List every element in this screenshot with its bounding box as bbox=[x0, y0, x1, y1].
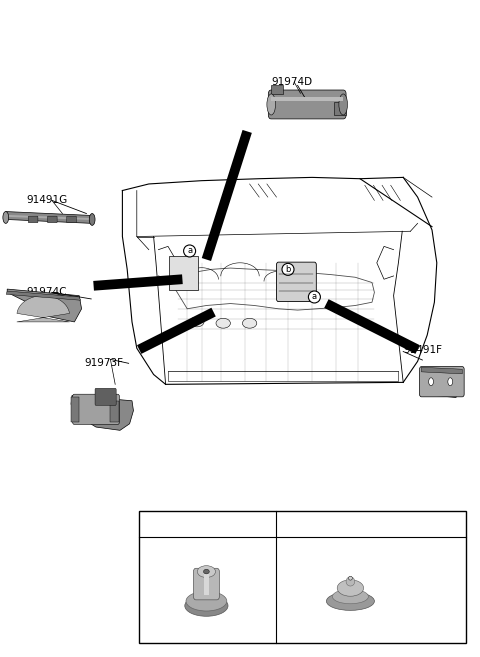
Ellipse shape bbox=[3, 212, 9, 223]
Polygon shape bbox=[421, 367, 462, 374]
Ellipse shape bbox=[267, 94, 276, 115]
Text: 91974D: 91974D bbox=[271, 77, 312, 87]
Text: a: a bbox=[150, 525, 156, 534]
Polygon shape bbox=[71, 397, 79, 422]
Ellipse shape bbox=[337, 579, 364, 597]
FancyBboxPatch shape bbox=[67, 216, 76, 223]
Ellipse shape bbox=[190, 317, 204, 327]
Text: a: a bbox=[312, 292, 317, 302]
Polygon shape bbox=[6, 212, 92, 223]
Text: 91491G: 91491G bbox=[26, 195, 68, 206]
Text: 91973F: 91973F bbox=[84, 357, 123, 368]
Polygon shape bbox=[334, 102, 346, 115]
Polygon shape bbox=[421, 371, 463, 397]
FancyBboxPatch shape bbox=[169, 256, 198, 290]
Polygon shape bbox=[71, 396, 133, 430]
Ellipse shape bbox=[185, 595, 228, 616]
Polygon shape bbox=[271, 85, 283, 94]
Text: a: a bbox=[187, 246, 192, 256]
FancyBboxPatch shape bbox=[193, 568, 219, 600]
Ellipse shape bbox=[348, 576, 352, 580]
FancyBboxPatch shape bbox=[28, 216, 38, 223]
Ellipse shape bbox=[204, 569, 209, 574]
Text: 91491F: 91491F bbox=[403, 344, 442, 355]
Text: 91492: 91492 bbox=[293, 523, 330, 536]
Text: 91974C: 91974C bbox=[26, 287, 67, 298]
FancyBboxPatch shape bbox=[95, 388, 116, 405]
Polygon shape bbox=[6, 215, 92, 220]
Ellipse shape bbox=[326, 592, 374, 610]
Polygon shape bbox=[271, 97, 343, 101]
FancyBboxPatch shape bbox=[420, 367, 464, 397]
Ellipse shape bbox=[448, 378, 453, 386]
Ellipse shape bbox=[197, 566, 216, 578]
Polygon shape bbox=[110, 401, 119, 422]
Polygon shape bbox=[7, 289, 82, 322]
FancyBboxPatch shape bbox=[139, 511, 466, 643]
FancyBboxPatch shape bbox=[268, 90, 346, 119]
FancyBboxPatch shape bbox=[276, 262, 316, 302]
FancyBboxPatch shape bbox=[72, 394, 120, 424]
Ellipse shape bbox=[242, 318, 257, 328]
Text: b: b bbox=[285, 265, 291, 274]
Ellipse shape bbox=[339, 94, 348, 115]
Ellipse shape bbox=[216, 318, 230, 328]
FancyBboxPatch shape bbox=[48, 216, 57, 223]
Text: b: b bbox=[277, 525, 283, 534]
Polygon shape bbox=[204, 573, 209, 595]
Ellipse shape bbox=[186, 591, 227, 611]
Ellipse shape bbox=[346, 577, 355, 586]
Polygon shape bbox=[6, 291, 81, 300]
Polygon shape bbox=[17, 296, 70, 322]
Ellipse shape bbox=[332, 589, 369, 604]
Text: 91983B: 91983B bbox=[166, 523, 211, 536]
Ellipse shape bbox=[89, 214, 95, 225]
Ellipse shape bbox=[429, 378, 433, 386]
